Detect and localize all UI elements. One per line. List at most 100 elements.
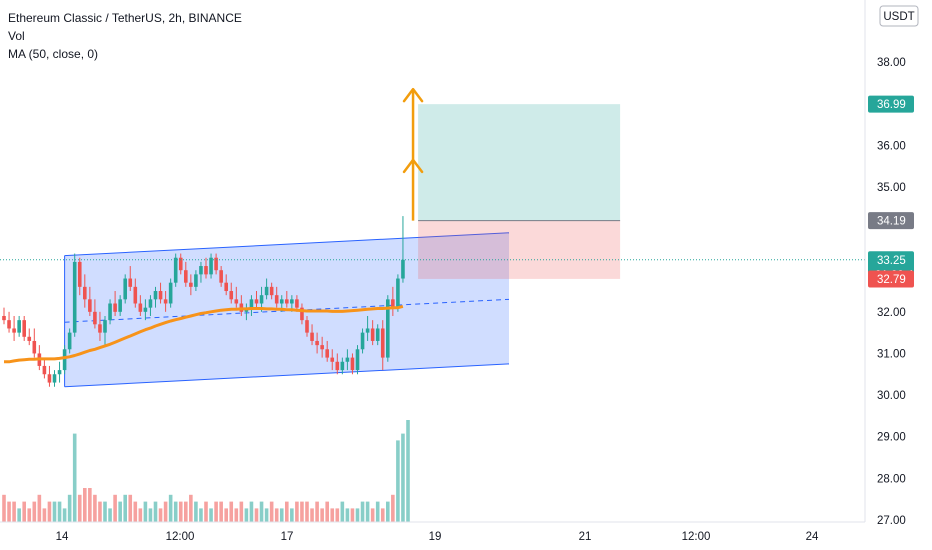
candle-body [370, 328, 375, 341]
volume-bar [269, 501, 274, 522]
channel-mid-line [64, 298, 510, 323]
volume-indicator-label[interactable]: Vol [8, 29, 25, 43]
volume-bar [391, 494, 395, 522]
volume-bar [259, 501, 264, 522]
target-price-badge [868, 95, 914, 113]
time-tick-label: 24 [806, 531, 819, 543]
volume-bar [123, 494, 127, 522]
candle-body [355, 349, 360, 371]
volume-bar [32, 501, 37, 522]
volume-bar [88, 488, 92, 522]
candle-body [269, 286, 274, 296]
symbol-title[interactable]: Ethereum Classic / TetherUS, 2h, BINANCE [8, 11, 242, 25]
candle-body [259, 295, 264, 304]
time-tick-label: 21 [579, 531, 592, 543]
volume-bar [279, 508, 284, 522]
stop-price-badge [868, 270, 914, 288]
volume-bar [396, 440, 400, 522]
volume-bar [67, 494, 72, 522]
volume-bar [229, 501, 234, 522]
candle-body [17, 320, 21, 333]
volume-bar [340, 501, 345, 522]
candle-body [52, 374, 57, 383]
volume-bar [335, 508, 340, 522]
plot-layer [0, 87, 865, 522]
volume-bar [12, 501, 16, 522]
price-tick-label: 38.00 [877, 57, 906, 69]
volume-bar [209, 508, 213, 522]
volume-bar [178, 501, 183, 522]
volume-bar [350, 508, 355, 522]
volume-bar [163, 501, 168, 522]
candle-body [375, 328, 380, 341]
volume-bar [274, 508, 279, 522]
channel-lower-line [64, 363, 510, 388]
candle-body [340, 361, 345, 371]
candle-body [219, 270, 223, 283]
candle-body [310, 332, 314, 341]
time-axis-background [0, 522, 932, 550]
candle-body [229, 291, 234, 300]
price-tick-label: 36.00 [877, 140, 906, 152]
volume-bar [315, 501, 319, 522]
moving-average-label[interactable]: MA (50, close, 0) [8, 47, 99, 61]
candle-body [42, 365, 47, 375]
candle-body [93, 311, 97, 325]
candle-body [345, 357, 350, 362]
candle-body [300, 307, 304, 321]
volume-bar [360, 501, 365, 522]
candle-body [391, 299, 395, 308]
price-tick-label: 30.00 [877, 390, 906, 402]
volume-bar [345, 508, 350, 522]
volume-bar [254, 508, 259, 522]
legend: Ethereum Classic / TetherUS, 2h, BINANCE… [8, 9, 242, 63]
currency-badge[interactable] [879, 5, 919, 27]
target-price-text: 36.99 [877, 99, 906, 111]
price-tick-label: 29.00 [877, 432, 906, 444]
volume-bar [143, 501, 148, 522]
candle-body [143, 307, 148, 312]
entry-price-text: 34.19 [877, 216, 906, 228]
candle-body [401, 259, 405, 279]
candle-body [189, 282, 193, 287]
candle-body [2, 315, 6, 321]
volume-bar [148, 508, 153, 522]
candle-body [83, 286, 87, 300]
volume-bar [224, 508, 228, 522]
volume-bar [47, 501, 52, 522]
volume-bar [72, 433, 77, 522]
candle-body [204, 266, 208, 275]
volume-bar [22, 501, 26, 522]
candle-body [325, 349, 329, 358]
candle-body [62, 349, 67, 371]
candle-body [47, 374, 52, 383]
candle-body [67, 332, 72, 350]
candle-body [27, 336, 32, 341]
volume-bar [244, 508, 249, 522]
volume-bar [401, 433, 405, 522]
candle-body [108, 303, 112, 321]
candle-body [184, 270, 188, 283]
candle-body [234, 299, 239, 304]
volume-bar [194, 501, 198, 522]
candle-body [194, 274, 198, 287]
volume-bar [113, 494, 117, 522]
volume-bar [17, 508, 21, 522]
candle-body [178, 257, 183, 271]
candle-body [315, 340, 319, 346]
candle-body [214, 257, 218, 271]
candle-body [173, 257, 178, 283]
candle-body [123, 278, 127, 300]
volume-bar [189, 494, 193, 522]
candle-body [360, 332, 365, 350]
volume-bar [62, 508, 67, 522]
volume-bar [300, 501, 304, 522]
candle-body [209, 257, 213, 275]
price-tick-label: 32.00 [877, 307, 906, 319]
volume-bar [295, 501, 299, 522]
profit-target-zone [418, 104, 621, 221]
candle-body [7, 320, 11, 329]
volume-bar [2, 494, 6, 522]
